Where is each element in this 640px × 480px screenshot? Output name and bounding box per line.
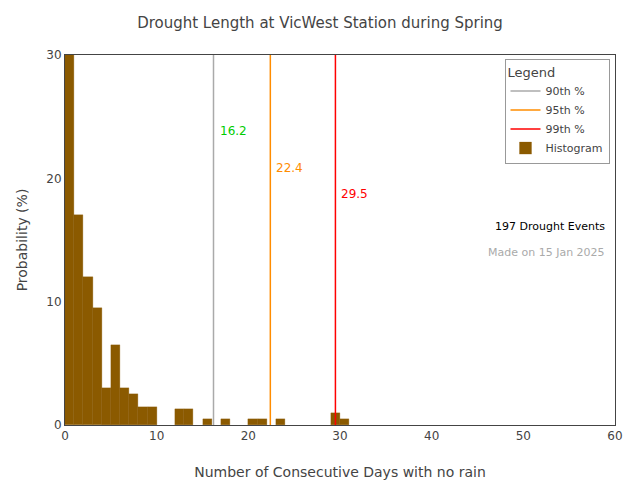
svg-text:60: 60 — [607, 429, 622, 443]
svg-text:40: 40 — [424, 429, 439, 443]
svg-text:50: 50 — [516, 429, 531, 443]
svg-text:Number of Consecutive Days wit: Number of Consecutive Days with no rain — [194, 464, 486, 480]
svg-text:Made on 15 Jan 2025: Made on 15 Jan 2025 — [488, 246, 605, 259]
svg-text:Histogram: Histogram — [546, 142, 603, 155]
svg-text:20: 20 — [241, 429, 256, 443]
svg-text:Drought Length at VicWest Stat: Drought Length at VicWest Station during… — [137, 14, 503, 32]
svg-text:10: 10 — [149, 429, 164, 443]
svg-text:197 Drought Events: 197 Drought Events — [495, 220, 605, 233]
svg-text:10: 10 — [46, 295, 61, 309]
svg-text:99th %: 99th % — [546, 123, 585, 136]
svg-text:30: 30 — [332, 429, 347, 443]
svg-text:95th %: 95th % — [546, 104, 585, 117]
svg-text:29.5: 29.5 — [341, 187, 368, 201]
svg-text:20: 20 — [46, 172, 61, 186]
svg-text:90th %: 90th % — [546, 85, 585, 98]
svg-text:30: 30 — [46, 48, 61, 62]
svg-text:16.2: 16.2 — [220, 124, 247, 138]
svg-text:0: 0 — [61, 429, 69, 443]
svg-text:Probability (%): Probability (%) — [14, 189, 30, 292]
svg-text:0: 0 — [54, 418, 62, 432]
svg-text:Legend: Legend — [508, 65, 556, 80]
svg-text:22.4: 22.4 — [276, 161, 303, 175]
